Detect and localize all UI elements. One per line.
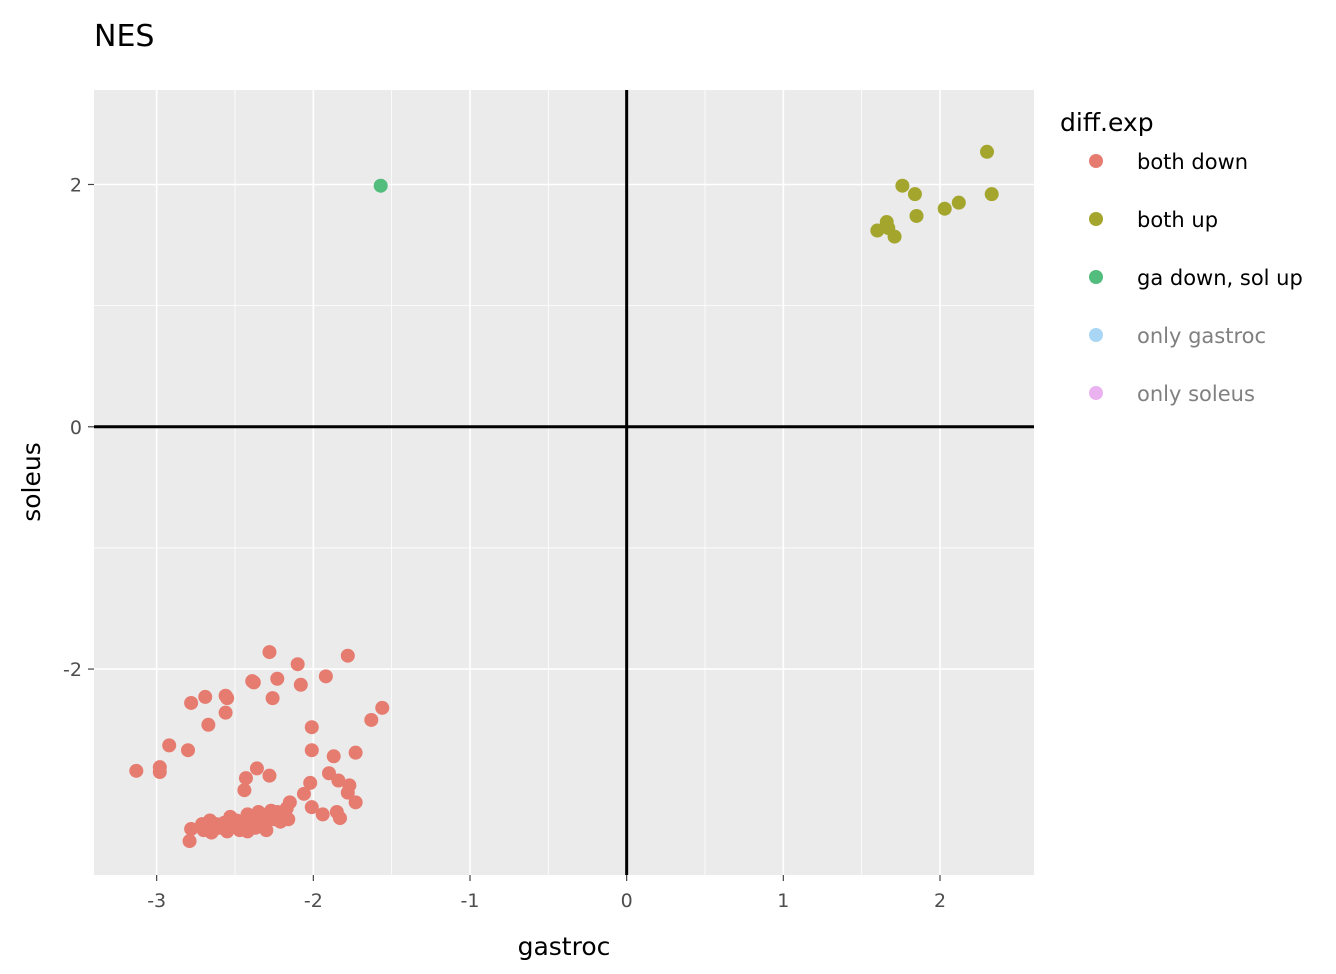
chart-title: NES: [94, 19, 154, 54]
point-both-down: [318, 669, 333, 684]
point-both-down: [262, 768, 277, 783]
point-both-down: [270, 671, 285, 686]
legend-label: only soleus: [1137, 382, 1255, 406]
x-tick-label: -1: [461, 890, 480, 912]
point-both-down: [246, 675, 261, 690]
x-tick-label: 2: [934, 890, 946, 912]
point-both-down: [332, 811, 347, 826]
x-axis-title: gastroc: [518, 932, 611, 961]
legend-key-only-soleus: [1089, 386, 1103, 400]
point-both-down: [364, 712, 379, 727]
point-both-down: [304, 743, 319, 758]
legend-key-both-down: [1089, 154, 1103, 168]
point-ga-down-sol-up: [373, 178, 388, 193]
y-axis-ticks: -2 0 2: [63, 174, 94, 681]
point-both-down: [218, 705, 233, 720]
point-both-down: [304, 800, 319, 815]
x-tick-label: 1: [777, 890, 789, 912]
legend-label: ga down, sol up: [1137, 266, 1303, 290]
point-both-down: [220, 691, 235, 706]
point-both-down: [315, 807, 330, 822]
point-both-down: [249, 761, 264, 776]
point-both-down: [265, 806, 280, 821]
legend-label: both up: [1137, 208, 1218, 232]
point-both-down: [303, 775, 318, 790]
point-both-up: [895, 178, 910, 193]
legend-label: only gastroc: [1137, 324, 1266, 348]
point-both-up: [909, 208, 924, 223]
point-both-down: [254, 819, 269, 834]
point-both-up: [887, 229, 902, 244]
point-both-down: [348, 795, 363, 810]
legend: diff.exp both down both up ga down, sol up…: [1060, 108, 1303, 406]
y-tick-label: -2: [63, 659, 82, 681]
point-both-up: [870, 223, 885, 238]
y-tick-label: 2: [70, 174, 82, 196]
point-both-down: [265, 691, 280, 706]
point-both-down: [296, 786, 311, 801]
y-tick-label: 0: [70, 417, 82, 439]
point-both-down: [326, 749, 341, 764]
data-points: [129, 144, 999, 849]
x-tick-label: -2: [304, 890, 323, 912]
legend-label: both down: [1137, 150, 1248, 174]
point-both-down: [162, 738, 177, 753]
x-axis-ticks: -3 -2 -1 0 1 2: [147, 875, 946, 912]
legend-key-only-gastroc: [1089, 328, 1103, 342]
point-both-down: [293, 677, 308, 692]
legend-title: diff.exp: [1060, 108, 1154, 137]
point-both-down: [262, 645, 277, 660]
y-axis-title: soleus: [17, 442, 46, 522]
point-both-down: [152, 765, 167, 780]
point-both-down: [184, 695, 199, 710]
point-both-down: [331, 773, 346, 788]
point-both-up: [980, 144, 994, 159]
point-both-down: [237, 783, 252, 798]
point-both-down: [181, 743, 195, 758]
point-both-up: [937, 201, 952, 216]
point-both-up: [951, 195, 966, 210]
plot-panel: [94, 90, 1034, 875]
x-tick-label: -3: [147, 890, 166, 912]
point-both-down: [290, 657, 305, 672]
point-both-down: [304, 720, 319, 735]
point-both-down: [201, 717, 216, 732]
point-both-down: [198, 689, 213, 704]
point-both-down: [348, 745, 363, 760]
point-both-down: [340, 648, 355, 663]
point-both-down: [184, 821, 199, 836]
reference-lines: [94, 90, 1034, 875]
point-both-up: [984, 187, 999, 202]
point-both-down: [238, 771, 253, 786]
point-both-down: [375, 700, 390, 715]
x-tick-label: 0: [621, 890, 633, 912]
legend-key-ga-down-sol-up: [1089, 270, 1103, 284]
point-both-down: [129, 763, 144, 778]
point-both-down: [182, 834, 197, 849]
point-both-up: [907, 187, 922, 202]
point-both-down: [322, 766, 336, 781]
point-both-down: [340, 785, 355, 800]
legend-key-both-up: [1089, 212, 1103, 226]
